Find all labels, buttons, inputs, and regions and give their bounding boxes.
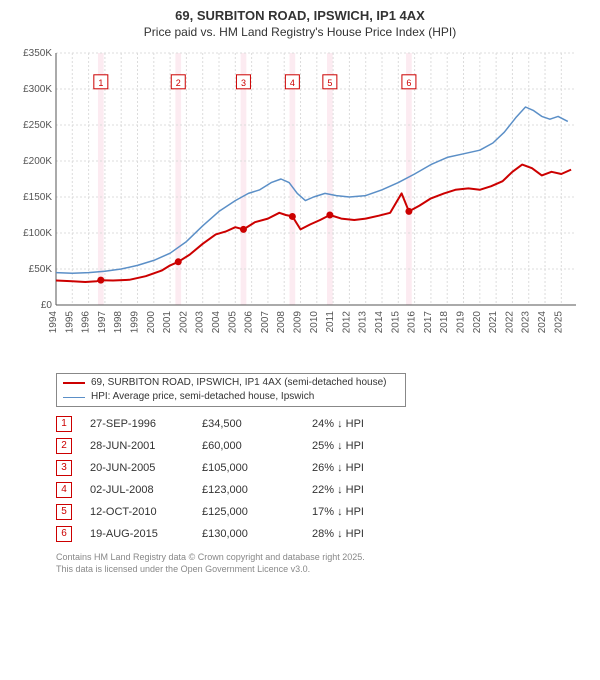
legend: 69, SURBITON ROAD, IPSWICH, IP1 4AX (sem… (56, 373, 406, 407)
svg-text:2018: 2018 (439, 311, 450, 334)
svg-text:2025: 2025 (553, 311, 564, 334)
svg-text:2010: 2010 (309, 311, 320, 334)
svg-text:4: 4 (290, 78, 295, 88)
transaction-marker: 5 (56, 504, 72, 520)
transaction-row: 228-JUN-2001£60,00025% ↓ HPI (56, 435, 422, 457)
svg-text:2004: 2004 (211, 311, 222, 334)
transactions-table: 127-SEP-1996£34,50024% ↓ HPI228-JUN-2001… (56, 413, 588, 545)
svg-text:£150K: £150K (23, 192, 52, 203)
svg-text:3: 3 (241, 78, 246, 88)
transaction-row: 127-SEP-1996£34,50024% ↓ HPI (56, 413, 422, 435)
svg-text:1: 1 (98, 78, 103, 88)
svg-text:1997: 1997 (97, 311, 108, 334)
transaction-row: 320-JUN-2005£105,00026% ↓ HPI (56, 457, 422, 479)
transaction-marker: 2 (56, 438, 72, 454)
svg-text:1996: 1996 (81, 311, 92, 334)
transaction-price: £105,000 (202, 457, 312, 479)
price-chart: £0 £50K £100K £150K £200K £250K £300K £350K 1994… (12, 45, 588, 365)
transaction-marker: 1 (56, 416, 72, 432)
svg-text:2019: 2019 (456, 311, 467, 334)
transaction-diff: 24% ↓ HPI (312, 413, 422, 435)
transaction-diff: 25% ↓ HPI (312, 435, 422, 457)
legend-item-hpi: HPI: Average price, semi-detached house,… (63, 390, 399, 404)
chart-title-line2: Price paid vs. HM Land Registry's House … (12, 25, 588, 39)
transaction-row: 402-JUL-2008£123,00022% ↓ HPI (56, 479, 422, 501)
transaction-date: 19-AUG-2015 (72, 523, 202, 545)
svg-text:2023: 2023 (521, 311, 532, 334)
transaction-date: 20-JUN-2005 (72, 457, 202, 479)
svg-text:2005: 2005 (227, 311, 238, 334)
attribution-line1: Contains HM Land Registry data © Crown c… (56, 551, 588, 563)
svg-text:2007: 2007 (260, 311, 271, 334)
svg-text:1995: 1995 (64, 311, 75, 334)
transaction-date: 12-OCT-2010 (72, 501, 202, 523)
svg-text:1999: 1999 (130, 311, 141, 334)
svg-text:£300K: £300K (23, 84, 52, 95)
svg-text:£250K: £250K (23, 120, 52, 131)
transaction-diff: 28% ↓ HPI (312, 523, 422, 545)
svg-text:2011: 2011 (325, 311, 336, 333)
svg-text:£200K: £200K (23, 156, 52, 167)
transaction-price: £34,500 (202, 413, 312, 435)
transaction-marker: 4 (56, 482, 72, 498)
transaction-diff: 26% ↓ HPI (312, 457, 422, 479)
svg-text:2001: 2001 (162, 311, 173, 334)
svg-text:2003: 2003 (195, 311, 206, 334)
legend-label-2: HPI: Average price, semi-detached house,… (91, 390, 314, 404)
svg-text:£0: £0 (41, 300, 53, 311)
legend-item-price-paid: 69, SURBITON ROAD, IPSWICH, IP1 4AX (sem… (63, 376, 399, 390)
svg-text:2020: 2020 (472, 311, 483, 334)
svg-text:2024: 2024 (537, 311, 548, 334)
svg-text:2: 2 (176, 78, 181, 88)
transaction-price: £130,000 (202, 523, 312, 545)
svg-text:2009: 2009 (293, 311, 304, 334)
svg-text:2017: 2017 (423, 311, 434, 334)
svg-text:2008: 2008 (276, 311, 287, 334)
legend-label-1: 69, SURBITON ROAD, IPSWICH, IP1 4AX (sem… (91, 376, 386, 390)
svg-text:2000: 2000 (146, 311, 157, 334)
transaction-price: £125,000 (202, 501, 312, 523)
attribution-text: Contains HM Land Registry data © Crown c… (56, 551, 588, 575)
transaction-row: 512-OCT-2010£125,00017% ↓ HPI (56, 501, 422, 523)
transaction-date: 27-SEP-1996 (72, 413, 202, 435)
svg-text:2006: 2006 (244, 311, 255, 334)
svg-text:2014: 2014 (374, 311, 385, 334)
legend-swatch-1 (63, 382, 85, 384)
svg-text:2013: 2013 (358, 311, 369, 334)
transaction-marker: 3 (56, 460, 72, 476)
svg-text:1994: 1994 (48, 311, 59, 334)
svg-text:2002: 2002 (178, 311, 189, 334)
transaction-marker: 6 (56, 526, 72, 542)
transaction-diff: 17% ↓ HPI (312, 501, 422, 523)
transaction-row: 619-AUG-2015£130,00028% ↓ HPI (56, 523, 422, 545)
svg-text:2012: 2012 (341, 311, 352, 334)
svg-text:6: 6 (406, 78, 411, 88)
svg-text:2016: 2016 (407, 311, 418, 334)
attribution-line2: This data is licensed under the Open Gov… (56, 563, 588, 575)
chart-area: £0 £50K £100K £150K £200K £250K £300K £350K 1994… (12, 45, 588, 365)
svg-text:2022: 2022 (504, 311, 515, 334)
svg-text:£350K: £350K (23, 48, 52, 59)
svg-text:£100K: £100K (23, 228, 52, 239)
chart-title-line1: 69, SURBITON ROAD, IPSWICH, IP1 4AX (12, 8, 588, 23)
transaction-date: 02-JUL-2008 (72, 479, 202, 501)
svg-text:2021: 2021 (488, 311, 499, 334)
transaction-date: 28-JUN-2001 (72, 435, 202, 457)
svg-text:2015: 2015 (390, 311, 401, 334)
svg-text:1998: 1998 (113, 311, 124, 334)
transaction-price: £60,000 (202, 435, 312, 457)
transaction-price: £123,000 (202, 479, 312, 501)
transaction-diff: 22% ↓ HPI (312, 479, 422, 501)
legend-swatch-2 (63, 397, 85, 398)
svg-text:£50K: £50K (29, 264, 53, 275)
svg-text:5: 5 (327, 78, 332, 88)
